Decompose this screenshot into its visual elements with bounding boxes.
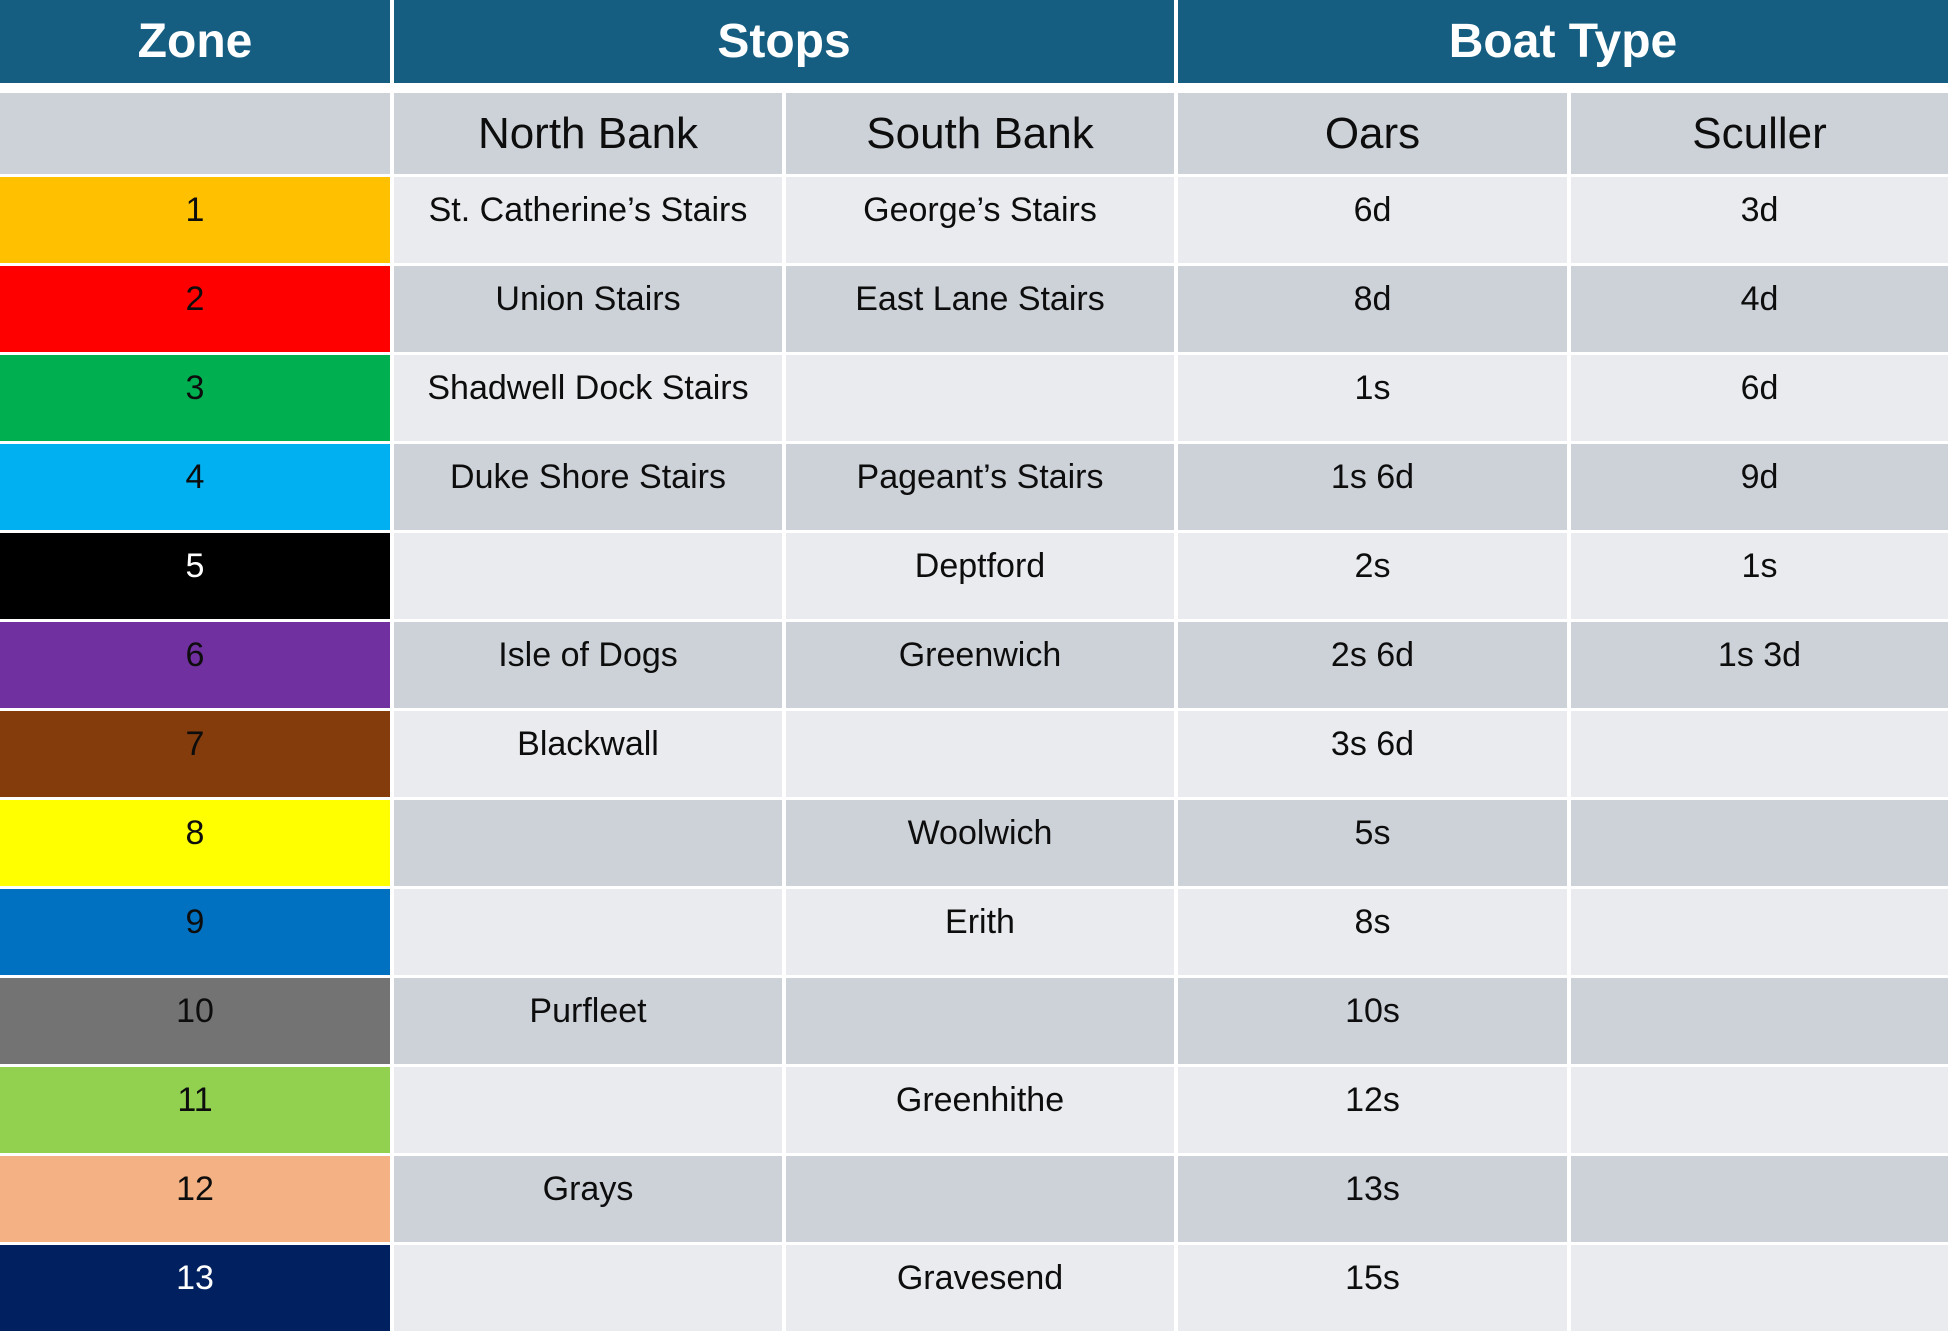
table-row: 6 Isle of Dogs Greenwich 2s 6d 1s 3d — [0, 622, 1948, 711]
table-row: 8 Woolwich 5s — [0, 800, 1948, 889]
table-row: 1 St. Catherine’s Stairs George’s Stairs… — [0, 177, 1948, 266]
subheader-sculler: Sculler — [1571, 93, 1948, 177]
south-bank-cell: Erith — [786, 889, 1178, 978]
zone-cell: 2 — [0, 266, 394, 355]
north-bank-cell — [394, 533, 786, 622]
south-bank-cell — [786, 711, 1178, 800]
subheader-south-bank: South Bank — [786, 93, 1178, 177]
oars-cell: 2s 6d — [1178, 622, 1571, 711]
north-bank-cell: St. Catherine’s Stairs — [394, 177, 786, 266]
oars-cell: 10s — [1178, 978, 1571, 1067]
north-bank-cell — [394, 1245, 786, 1333]
oars-cell: 13s — [1178, 1156, 1571, 1245]
sculler-cell — [1571, 800, 1948, 889]
subheader-row: North Bank South Bank Oars Sculler — [0, 93, 1948, 177]
zone-cell: 7 — [0, 711, 394, 800]
oars-cell: 2s — [1178, 533, 1571, 622]
table-row: 10 Purfleet 10s — [0, 978, 1948, 1067]
oars-cell: 6d — [1178, 177, 1571, 266]
group-header-row: Zone Stops Boat Type — [0, 0, 1948, 93]
north-bank-cell — [394, 1067, 786, 1156]
north-bank-cell: Isle of Dogs — [394, 622, 786, 711]
zone-cell: 3 — [0, 355, 394, 444]
south-bank-cell — [786, 1156, 1178, 1245]
north-bank-cell: Duke Shore Stairs — [394, 444, 786, 533]
north-bank-cell: Purfleet — [394, 978, 786, 1067]
sculler-cell — [1571, 978, 1948, 1067]
sculler-cell — [1571, 1245, 1948, 1333]
north-bank-cell: Blackwall — [394, 711, 786, 800]
sculler-cell — [1571, 889, 1948, 978]
south-bank-cell: Gravesend — [786, 1245, 1178, 1333]
south-bank-cell — [786, 355, 1178, 444]
sculler-cell: 6d — [1571, 355, 1948, 444]
north-bank-cell — [394, 889, 786, 978]
oars-cell: 12s — [1178, 1067, 1571, 1156]
header-boat-type: Boat Type — [1178, 0, 1948, 93]
oars-cell: 15s — [1178, 1245, 1571, 1333]
north-bank-cell: Grays — [394, 1156, 786, 1245]
south-bank-cell: Greenhithe — [786, 1067, 1178, 1156]
zone-cell: 9 — [0, 889, 394, 978]
oars-cell: 1s 6d — [1178, 444, 1571, 533]
zone-cell: 5 — [0, 533, 394, 622]
zone-cell: 8 — [0, 800, 394, 889]
zone-cell: 10 — [0, 978, 394, 1067]
sculler-cell: 1s — [1571, 533, 1948, 622]
oars-cell: 1s — [1178, 355, 1571, 444]
sculler-cell — [1571, 711, 1948, 800]
sculler-cell: 9d — [1571, 444, 1948, 533]
zone-cell: 6 — [0, 622, 394, 711]
subheader-north-bank: North Bank — [394, 93, 786, 177]
sculler-cell: 4d — [1571, 266, 1948, 355]
table-row: 7 Blackwall 3s 6d — [0, 711, 1948, 800]
sculler-cell — [1571, 1156, 1948, 1245]
sculler-cell — [1571, 1067, 1948, 1156]
south-bank-cell — [786, 978, 1178, 1067]
header-stops: Stops — [394, 0, 1178, 93]
table-row: 13 Gravesend 15s — [0, 1245, 1948, 1333]
zone-cell: 11 — [0, 1067, 394, 1156]
subheader-oars: Oars — [1178, 93, 1571, 177]
table-row: 11 Greenhithe 12s — [0, 1067, 1948, 1156]
table-row: 3 Shadwell Dock Stairs 1s 6d — [0, 355, 1948, 444]
south-bank-cell: Pageant’s Stairs — [786, 444, 1178, 533]
header-zone: Zone — [0, 0, 394, 93]
north-bank-cell: Shadwell Dock Stairs — [394, 355, 786, 444]
table-row: 12 Grays 13s — [0, 1156, 1948, 1245]
south-bank-cell: East Lane Stairs — [786, 266, 1178, 355]
subheader-zone-blank — [0, 93, 394, 177]
oars-cell: 8s — [1178, 889, 1571, 978]
south-bank-cell: Woolwich — [786, 800, 1178, 889]
north-bank-cell — [394, 800, 786, 889]
table-row: 9 Erith 8s — [0, 889, 1948, 978]
north-bank-cell: Union Stairs — [394, 266, 786, 355]
oars-cell: 8d — [1178, 266, 1571, 355]
zone-cell: 13 — [0, 1245, 394, 1333]
south-bank-cell: Deptford — [786, 533, 1178, 622]
zone-cell: 1 — [0, 177, 394, 266]
sculler-cell: 1s 3d — [1571, 622, 1948, 711]
table-row: 5 Deptford 2s 1s — [0, 533, 1948, 622]
south-bank-cell: George’s Stairs — [786, 177, 1178, 266]
south-bank-cell: Greenwich — [786, 622, 1178, 711]
oars-cell: 5s — [1178, 800, 1571, 889]
zone-cell: 12 — [0, 1156, 394, 1245]
oars-cell: 3s 6d — [1178, 711, 1571, 800]
sculler-cell: 3d — [1571, 177, 1948, 266]
table-row: 4 Duke Shore Stairs Pageant’s Stairs 1s … — [0, 444, 1948, 533]
table-row: 2 Union Stairs East Lane Stairs 8d 4d — [0, 266, 1948, 355]
zone-cell: 4 — [0, 444, 394, 533]
